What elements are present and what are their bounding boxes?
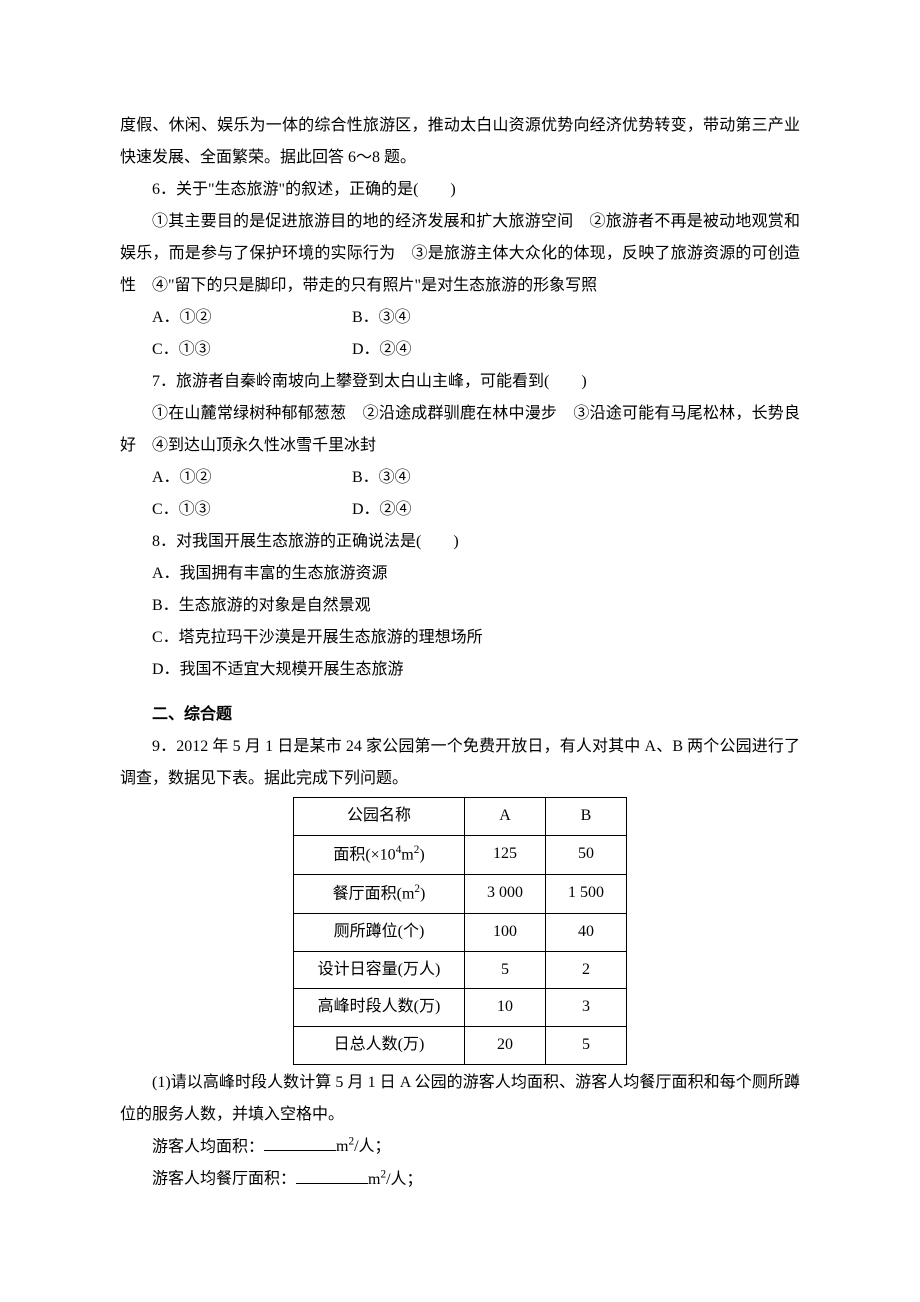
table-cell-b: 2 xyxy=(546,951,627,989)
table-row: 面积(×104m2)12550 xyxy=(294,835,627,874)
table-header-a: A xyxy=(465,797,546,835)
q6-option-c: C．①③ xyxy=(120,334,320,366)
q8-stem: 8．对我国开展生态旅游的正确说法是( ) xyxy=(120,526,800,558)
q6-option-a: A．①② xyxy=(120,302,320,334)
table-cell-b: 5 xyxy=(546,1027,627,1065)
q7-items: ①在山麓常绿树种郁郁葱葱 ②沿途成群驯鹿在林中漫步 ③沿途可能有马尾松林，长势良… xyxy=(120,398,800,462)
table-cell-a: 3 000 xyxy=(465,874,546,913)
table-header-b: B xyxy=(546,797,627,835)
table-cell-b: 40 xyxy=(546,913,627,951)
table-header-row: 公园名称 A B xyxy=(294,797,627,835)
blank-area-per-person xyxy=(264,1134,336,1151)
q8-option-c: C．塔克拉玛干沙漠是开展生态旅游的理想场所 xyxy=(120,622,800,654)
table-cell-a: 5 xyxy=(465,951,546,989)
table-cell-a: 20 xyxy=(465,1027,546,1065)
q7-options-row1: A．①② B．③④ xyxy=(120,462,800,494)
passage-continuation: 度假、休闲、娱乐为一体的综合性旅游区，推动太白山资源优势向经济优势转变，带动第三… xyxy=(120,110,800,174)
q9-fill1-prefix: 游客人均面积： xyxy=(152,1138,264,1155)
table-row-label: 设计日容量(万人) xyxy=(294,951,465,989)
table-row: 高峰时段人数(万)103 xyxy=(294,989,627,1027)
section-2-heading: 二、综合题 xyxy=(120,699,800,731)
table-row-label: 高峰时段人数(万) xyxy=(294,989,465,1027)
table-row: 设计日容量(万人)52 xyxy=(294,951,627,989)
table-header-name: 公园名称 xyxy=(294,797,465,835)
q9-stem: 9．2012 年 5 月 1 日是某市 24 家公园第一个免费开放日，有人对其中… xyxy=(120,731,800,795)
table-row-label: 日总人数(万) xyxy=(294,1027,465,1065)
q7-option-b: B．③④ xyxy=(320,462,411,494)
q6-option-d: D．②④ xyxy=(320,334,412,366)
q9-fill1-unit: m2/人； xyxy=(336,1138,391,1155)
q9-fill2-prefix: 游客人均餐厅面积： xyxy=(152,1171,296,1188)
q8-option-b: B．生态旅游的对象是自然景观 xyxy=(120,590,800,622)
q9-fill-1: 游客人均面积： m2/人； xyxy=(120,1131,800,1163)
document-page: 度假、休闲、娱乐为一体的综合性旅游区，推动太白山资源优势向经济优势转变，带动第三… xyxy=(0,0,920,1302)
table-row-label: 餐厅面积(m2) xyxy=(294,874,465,913)
q8-option-d: D．我国不适宜大规模开展生态旅游 xyxy=(120,654,800,686)
q7-option-d: D．②④ xyxy=(320,494,412,526)
q9-fill-2: 游客人均餐厅面积： m2/人； xyxy=(120,1163,800,1195)
table-row: 厕所蹲位(个)10040 xyxy=(294,913,627,951)
table-row: 餐厅面积(m2)3 0001 500 xyxy=(294,874,627,913)
q7-stem: 7．旅游者自秦岭南坡向上攀登到太白山主峰，可能看到( ) xyxy=(120,366,800,398)
q6-stem: 6．关于"生态旅游"的叙述，正确的是( ) xyxy=(120,174,800,206)
q8-option-a: A．我国拥有丰富的生态旅游资源 xyxy=(120,558,800,590)
table-cell-b: 1 500 xyxy=(546,874,627,913)
table-cell-a: 125 xyxy=(465,835,546,874)
table-row-label: 厕所蹲位(个) xyxy=(294,913,465,951)
q9-sub1: (1)请以高峰时段人数计算 5 月 1 日 A 公园的游客人均面积、游客人均餐厅… xyxy=(120,1067,800,1131)
q6-options-row1: A．①② B．③④ xyxy=(120,302,800,334)
q7-options-row2: C．①③ D．②④ xyxy=(120,494,800,526)
table-body: 面积(×104m2)12550餐厅面积(m2)3 0001 500厕所蹲位(个)… xyxy=(294,835,627,1064)
q7-option-a: A．①② xyxy=(120,462,320,494)
q9-data-table: 公园名称 A B 面积(×104m2)12550餐厅面积(m2)3 0001 5… xyxy=(293,797,627,1065)
table-cell-a: 100 xyxy=(465,913,546,951)
q6-options-row2: C．①③ D．②④ xyxy=(120,334,800,366)
q9-fill2-unit: m2/人； xyxy=(368,1171,423,1188)
q6-option-b: B．③④ xyxy=(320,302,411,334)
table-cell-a: 10 xyxy=(465,989,546,1027)
q6-items: ①其主要目的是促进旅游目的地的经济发展和扩大旅游空间 ②旅游者不再是被动地观赏和… xyxy=(120,206,800,302)
table-cell-b: 50 xyxy=(546,835,627,874)
table-row: 日总人数(万)205 xyxy=(294,1027,627,1065)
table-row-label: 面积(×104m2) xyxy=(294,835,465,874)
blank-dining-area-per-person xyxy=(296,1167,368,1184)
table-cell-b: 3 xyxy=(546,989,627,1027)
q7-option-c: C．①③ xyxy=(120,494,320,526)
